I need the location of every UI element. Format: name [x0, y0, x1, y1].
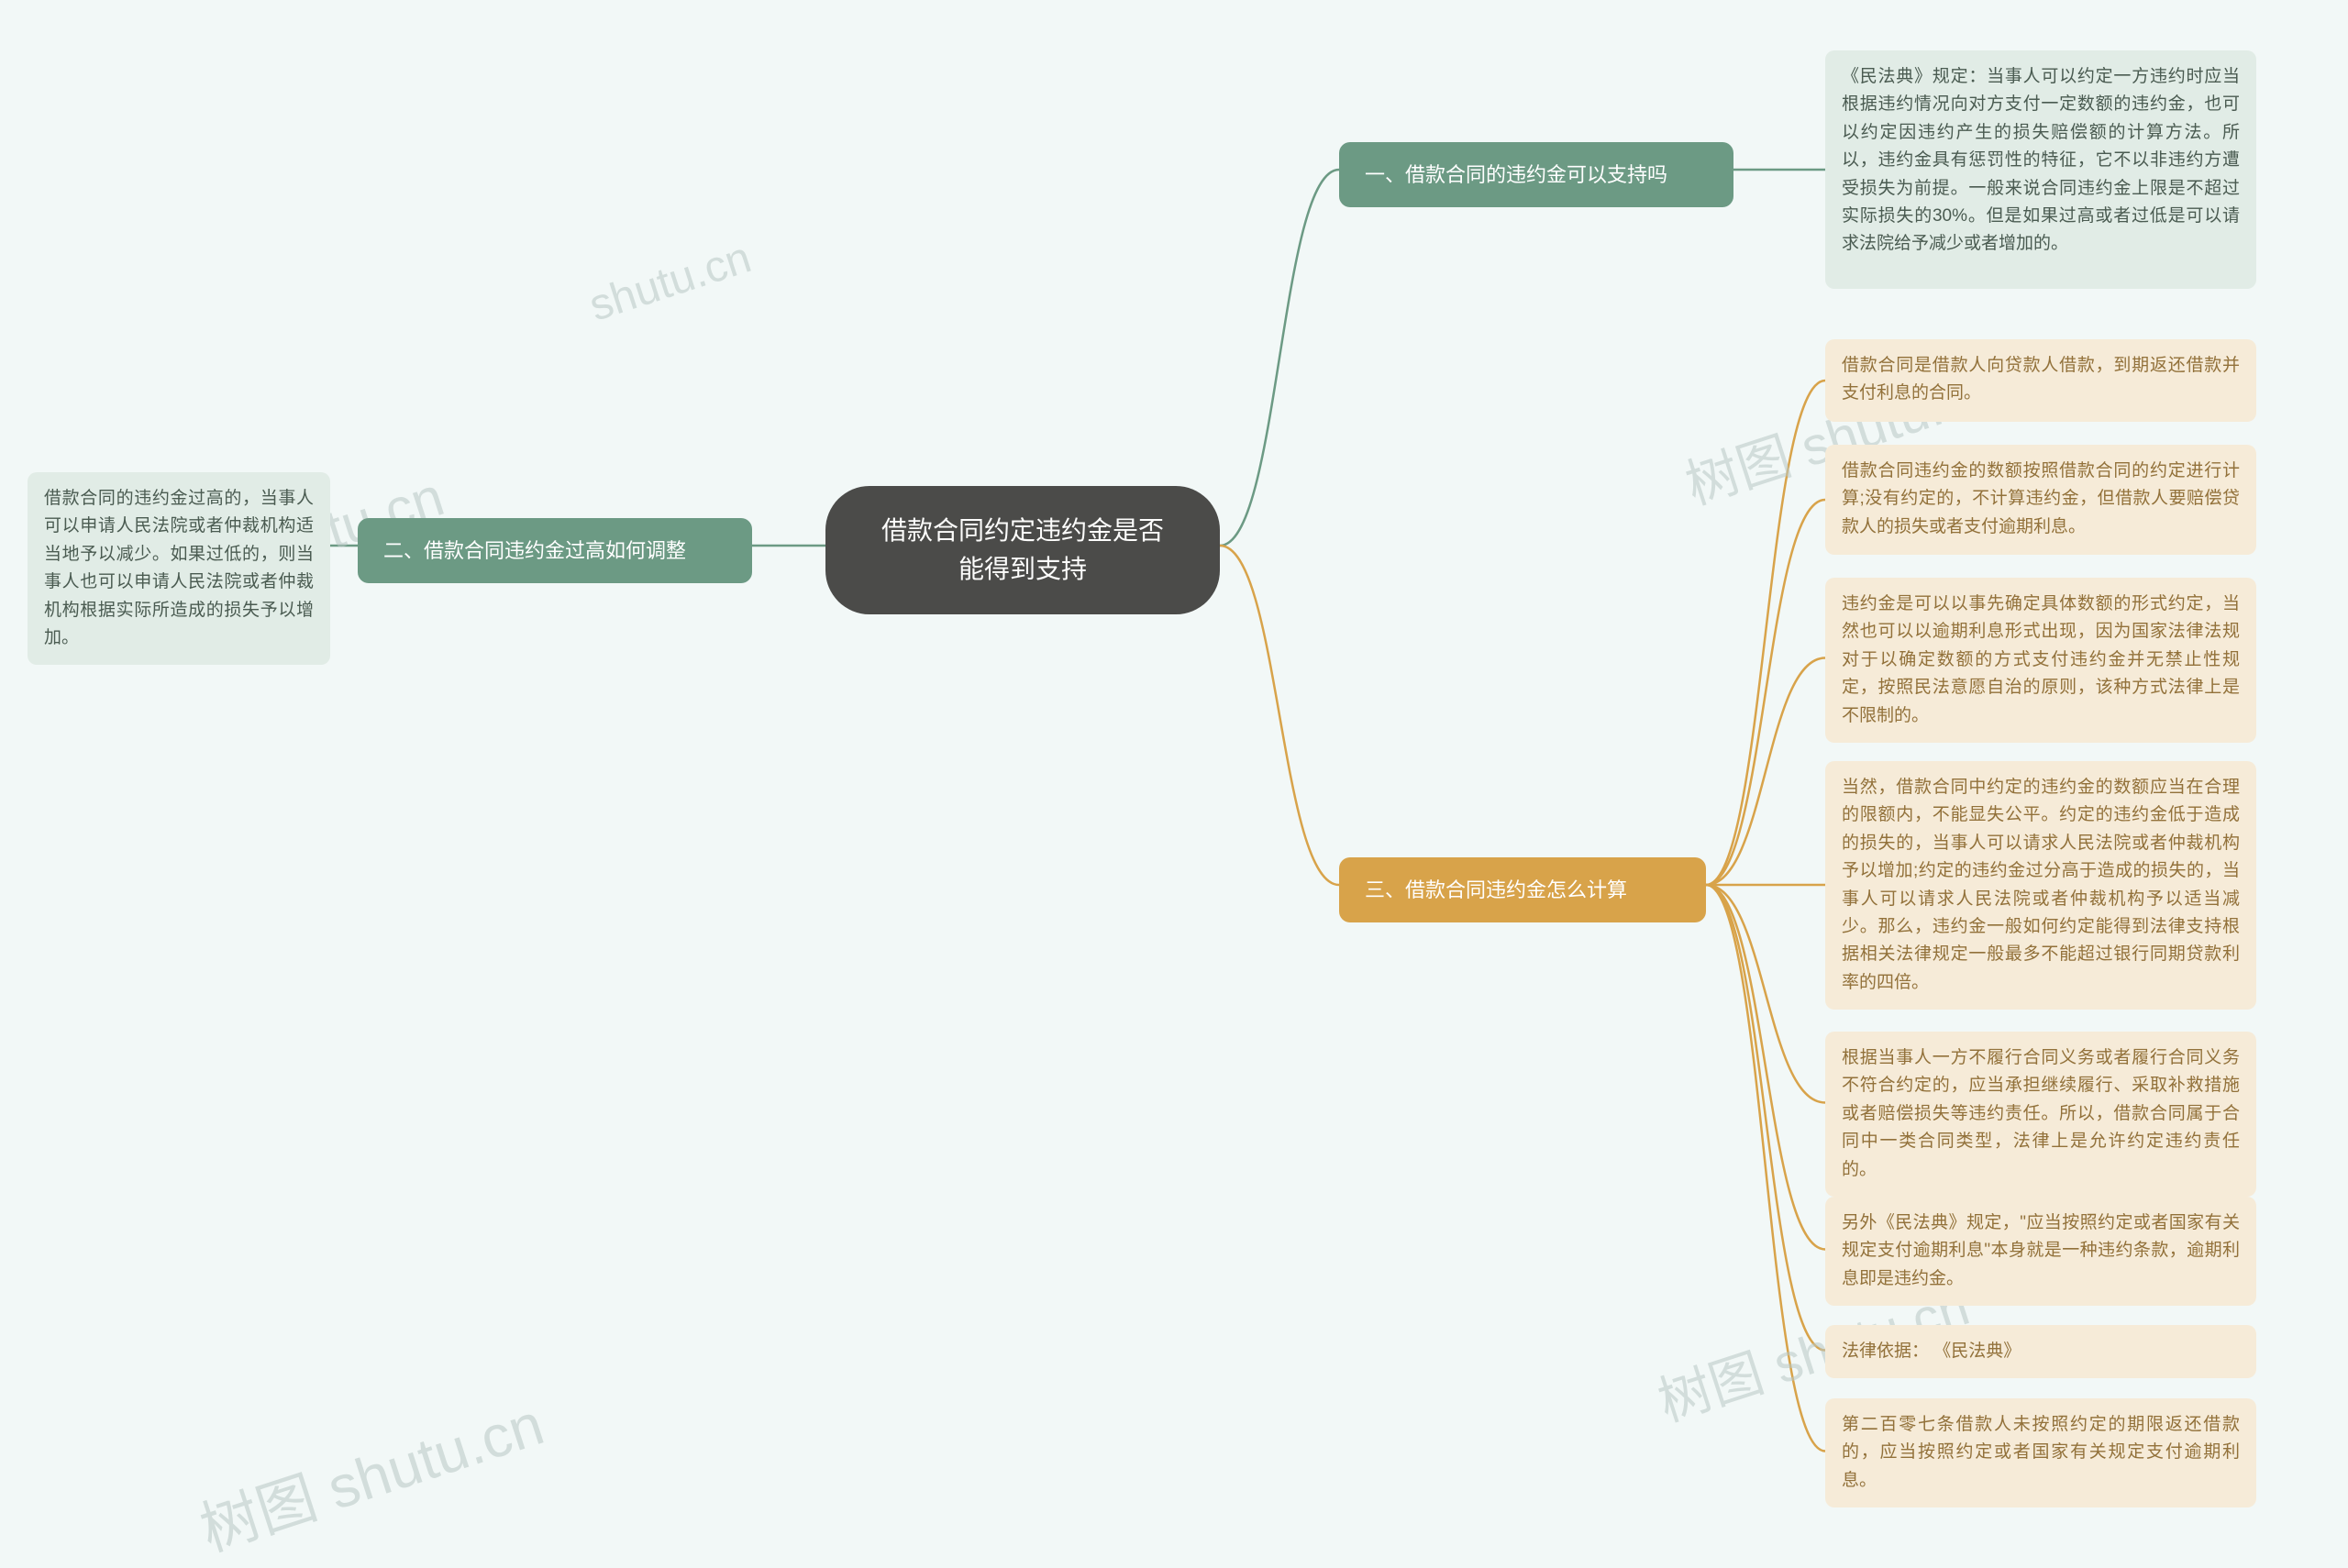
branch-b3: 三、借款合同违约金怎么计算	[1339, 857, 1706, 922]
diagram-canvas: 树图 shutu.cnshutu.cnshutu.cn树图 shutu.cn树图…	[0, 0, 2348, 1522]
center-node: 借款合同约定违约金是否能得到支持	[825, 486, 1220, 614]
leaf-b3l3: 违约金是可以以事先确定具体数额的形式约定，当然也可以以逾期利息形式出现，因为国家…	[1825, 578, 2256, 743]
branch-b1: 一、借款合同的违约金可以支持吗	[1339, 142, 1733, 207]
watermark: 树图 shutu.cn	[188, 1377, 552, 1567]
leaf-b3l5: 根据当事人一方不履行合同义务或者履行合同义务不符合约定的，应当承担继续履行、采取…	[1825, 1032, 2256, 1197]
leaf-b3l1: 借款合同是借款人向贷款人借款，到期返还借款并支付利息的合同。	[1825, 339, 2256, 422]
watermark: shutu.cn	[583, 232, 758, 331]
leaf-b1l1: 《民法典》规定：当事人可以约定一方违约时应当根据违约情况向对方支付一定数额的违约…	[1825, 50, 2256, 289]
leaf-b3l6: 另外《民法典》规定，"应当按照约定或者国家有关规定支付逾期利息"本身就是一种违约…	[1825, 1197, 2256, 1306]
leaf-b3l4: 当然，借款合同中约定的违约金的数额应当在合理的限额内，不能显失公平。约定的违约金…	[1825, 761, 2256, 1010]
leaf-b2l1: 借款合同的违约金过高的，当事人可以申请人民法院或者仲裁机构适当地予以减少。如果过…	[28, 472, 330, 665]
leaf-b3l7: 法律依据： 《民法典》	[1825, 1325, 2256, 1378]
branch-b2: 二、借款合同违约金过高如何调整	[358, 518, 752, 583]
leaf-b3l8: 第二百零七条借款人未按照约定的期限返还借款的，应当按照约定或者国家有关规定支付逾…	[1825, 1398, 2256, 1507]
leaf-b3l2: 借款合同违约金的数额按照借款合同的约定进行计算;没有约定的，不计算违约金，但借款…	[1825, 445, 2256, 555]
